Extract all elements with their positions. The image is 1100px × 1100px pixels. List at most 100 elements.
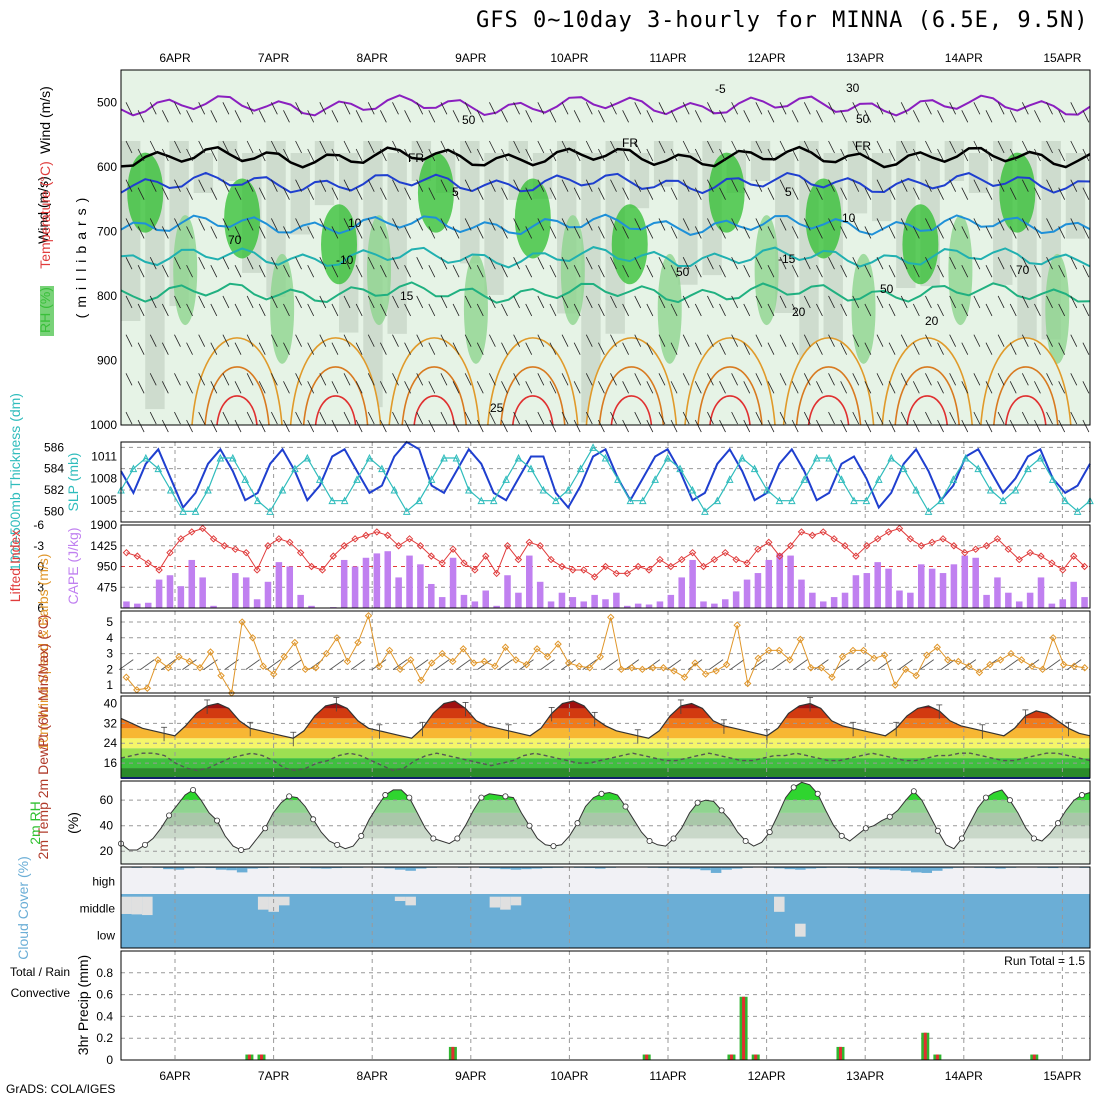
wind-barb xyxy=(743,265,751,278)
temp-contour-25 xyxy=(191,337,283,426)
temp-contour-35 xyxy=(610,395,653,426)
wind-barb xyxy=(537,411,545,425)
thickness-marker xyxy=(315,475,324,483)
xsec-ylabel-wind: Wind (m/s) xyxy=(35,176,51,244)
wind-barb xyxy=(997,257,1005,270)
wind-barb xyxy=(610,373,617,386)
wind-barb xyxy=(476,419,484,433)
wind-barb xyxy=(428,187,436,200)
wind-speed-marker xyxy=(933,643,941,651)
wind-barb xyxy=(803,334,811,347)
cape-bar xyxy=(743,579,751,608)
thickness-marker xyxy=(688,485,697,494)
wind-barb xyxy=(803,102,811,115)
wind-speed-marker xyxy=(1049,634,1057,642)
rh-moist-patch xyxy=(657,253,682,364)
cloud-high-bar xyxy=(889,867,901,871)
wind-barb xyxy=(452,381,460,394)
cape-bar xyxy=(558,592,566,608)
wind-speed-marker xyxy=(238,618,246,626)
temperature-contour-label: -15 xyxy=(778,252,796,266)
thickness-ylabel: 1000-500mb Thickness (dm) xyxy=(7,393,23,571)
wind-barb xyxy=(331,265,339,278)
cape-bar xyxy=(504,575,511,608)
date-label-top: 15APR xyxy=(1043,51,1081,65)
rh-moist-patch xyxy=(367,215,392,326)
lifted-index-marker xyxy=(830,535,838,543)
wind-barb xyxy=(186,187,193,200)
temp-contour-30 xyxy=(894,366,960,426)
lifted-index-marker xyxy=(797,528,806,536)
wind-barb xyxy=(973,334,981,347)
wind-barb xyxy=(137,226,145,239)
wind-barb xyxy=(319,295,327,309)
wind-barb xyxy=(997,334,1005,347)
wind-barb xyxy=(222,140,230,154)
wind-barb xyxy=(161,303,169,317)
wind-barb xyxy=(707,102,714,115)
wind-barb xyxy=(319,218,327,231)
lifted-index-marker xyxy=(786,542,795,550)
cape-bar xyxy=(547,601,555,608)
wind-barb xyxy=(501,148,508,162)
wind-barb xyxy=(1070,102,1078,115)
rh2m-marker xyxy=(454,835,461,842)
wind-barb xyxy=(755,257,763,270)
lifted-index-marker xyxy=(482,552,490,560)
temp-contour-35 xyxy=(906,395,948,426)
lifted-index-marker xyxy=(558,562,566,571)
wind-barb xyxy=(767,187,775,200)
temp-band xyxy=(121,708,1090,719)
wind-barb xyxy=(1046,295,1053,309)
wind-barb xyxy=(731,334,738,347)
wind-barb xyxy=(598,342,605,355)
temp-contour-30 xyxy=(598,366,665,426)
wind-barb xyxy=(852,140,860,154)
wind-barb xyxy=(1009,265,1017,278)
wind-speed-marker xyxy=(270,670,278,678)
precip-legend-total: Total / Rain xyxy=(10,965,70,979)
wind-barb xyxy=(1034,303,1041,317)
wind-barb xyxy=(404,303,411,317)
wind-barb xyxy=(864,187,872,200)
cape-bar xyxy=(210,605,217,608)
wind-barb xyxy=(428,342,436,355)
rh2m-marker xyxy=(478,794,485,801)
wind-barb xyxy=(949,257,957,270)
cloud-high-bar xyxy=(531,867,543,869)
temp-contour-25 xyxy=(487,337,579,426)
rh2m-frame xyxy=(120,780,1091,865)
wind-barb xyxy=(501,110,508,123)
thickness-marker xyxy=(825,453,833,462)
cloud-high-bar xyxy=(310,867,322,869)
wind-speed-marker xyxy=(1017,656,1026,664)
wind-barb xyxy=(186,381,193,394)
slp-line xyxy=(120,440,1091,510)
wind-barb xyxy=(816,342,823,355)
surface-wind-barb xyxy=(835,659,850,670)
thickness-marker xyxy=(701,507,709,515)
wind-speed-marker xyxy=(838,653,847,661)
thickness-line xyxy=(120,446,1091,513)
rh-band xyxy=(121,800,1090,813)
wind-barb xyxy=(416,257,424,270)
wind-barb xyxy=(283,419,290,433)
date-label-bottom: 14APR xyxy=(945,1069,983,1083)
wind-speed-marker xyxy=(923,651,931,659)
wind-speed-marker xyxy=(459,645,468,653)
thickness-tick: 582 xyxy=(44,483,64,497)
wind-speed-marker xyxy=(944,656,952,664)
wind-barb xyxy=(186,342,193,355)
wind-barb xyxy=(198,257,206,270)
precip-ylabel: 3hr Precip (mm) xyxy=(75,955,91,1055)
wind-barb xyxy=(997,218,1005,231)
wind-barb xyxy=(234,226,242,239)
wind-barb xyxy=(985,226,993,239)
wind-barb xyxy=(1034,419,1041,433)
wind-barb xyxy=(731,295,738,309)
cape-bar xyxy=(1070,581,1077,608)
wind-barb xyxy=(622,381,629,394)
wind-barb xyxy=(816,303,823,317)
thickness-marker xyxy=(502,475,510,483)
thickness-marker xyxy=(887,453,896,462)
